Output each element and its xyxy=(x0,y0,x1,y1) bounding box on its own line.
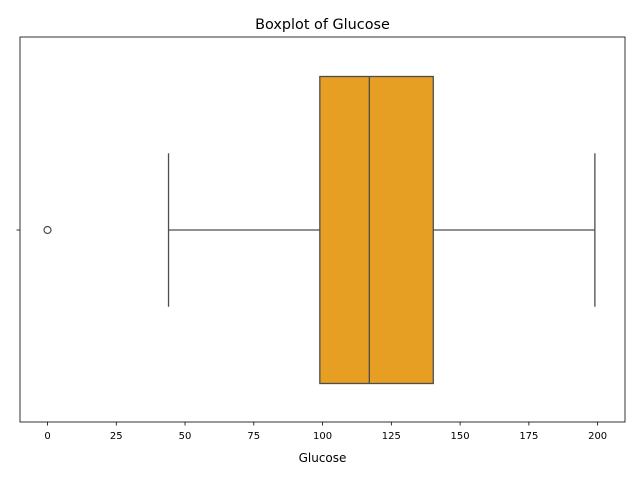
x-tick-label-150: 150 xyxy=(451,431,470,442)
outlier-point-0 xyxy=(43,225,52,235)
x-tick-label-200: 200 xyxy=(588,431,607,442)
chart-title: Boxplot of Glucose xyxy=(255,17,390,33)
x-tick-label-0: 0 xyxy=(44,431,50,442)
x-tick-label-125: 125 xyxy=(382,431,401,442)
x-axis-label: Glucose xyxy=(299,451,347,465)
x-tick-label-25: 25 xyxy=(110,431,123,442)
x-tick-label-175: 175 xyxy=(519,431,538,442)
x-tick-label-75: 75 xyxy=(247,431,260,442)
x-tick-label-100: 100 xyxy=(313,431,332,442)
x-tick-label-50: 50 xyxy=(179,431,192,442)
plot-frame xyxy=(19,36,626,423)
iqr-box xyxy=(319,75,434,385)
x-axis: 0 25 50 75 100 125 150 175 200 xyxy=(44,422,607,442)
box-group xyxy=(43,75,596,385)
